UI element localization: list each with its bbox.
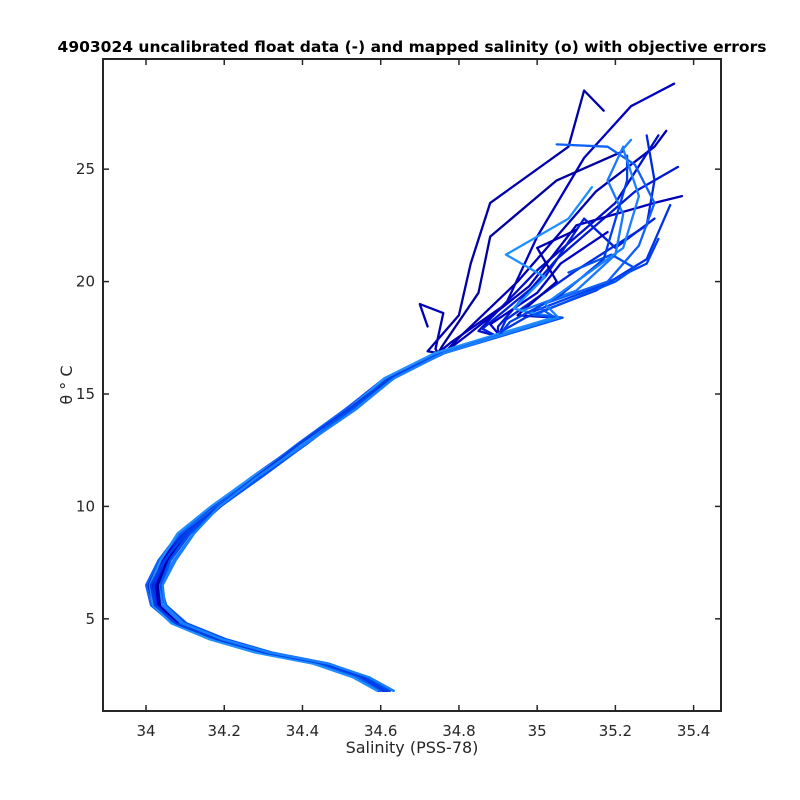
x-tick-label: 34.8 [442,722,475,740]
profile-line [152,203,672,692]
x-tick-label: 35.4 [677,722,710,740]
profile-line [147,134,656,692]
x-tick-label: 34.4 [286,722,319,740]
profile-line [156,150,625,692]
profile-line [153,194,684,692]
x-tick-label: 34 [136,722,155,740]
x-axis-ticks: 34 34.2 34.4 34.6 34.8 35 35.2 35.4 [136,59,710,740]
y-axis-label: θ ° C [57,365,76,404]
x-axis-label: Salinity (PSS-78) [346,738,479,757]
profile-line [149,154,629,692]
x-tick-label: 34.2 [208,722,241,740]
profile-line [161,138,641,692]
x-tick-label: 35.2 [599,722,632,740]
profile-line [151,82,676,692]
profile-line [149,134,660,692]
y-tick-label: 10 [76,497,95,515]
y-tick-label: 20 [76,273,95,291]
profile-line [159,253,637,692]
profile-line [154,129,668,692]
y-tick-label: 5 [85,610,95,628]
plot-frame [102,58,722,712]
x-tick-label: 34.6 [364,722,397,740]
x-tick-label: 35 [528,722,547,740]
y-tick-label: 25 [76,160,95,178]
profile-line [159,230,609,692]
y-tick-label: 15 [76,385,95,403]
profile-lines [144,82,684,692]
y-axis-ticks: 5 10 15 20 25 [76,160,721,628]
profile-line [152,217,656,692]
profile-line [147,165,680,692]
chart-title: 4903024 uncalibrated float data (-) and … [58,38,767,56]
profile-line [148,186,594,692]
profile-line [158,237,660,692]
